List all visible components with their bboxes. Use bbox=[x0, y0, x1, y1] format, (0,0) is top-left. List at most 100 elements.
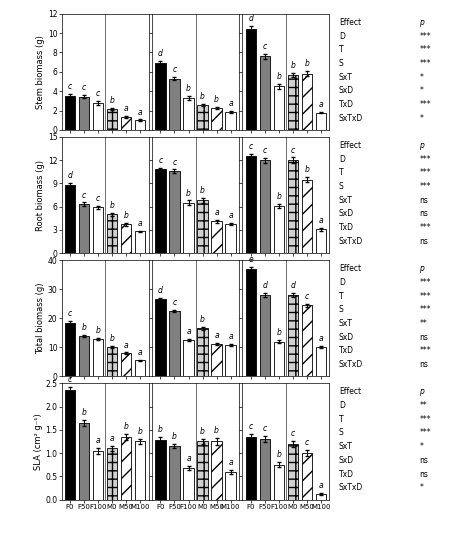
Text: b: b bbox=[186, 84, 191, 93]
Text: c: c bbox=[249, 422, 253, 430]
Bar bbox=[169, 311, 180, 377]
Text: ***: *** bbox=[419, 100, 431, 109]
Text: b: b bbox=[124, 422, 128, 431]
Text: *: * bbox=[419, 442, 423, 451]
Text: D: D bbox=[339, 278, 345, 287]
Text: b: b bbox=[109, 96, 115, 105]
Text: SxT: SxT bbox=[339, 319, 353, 328]
Text: a: a bbox=[138, 348, 143, 357]
Text: T: T bbox=[339, 292, 344, 301]
Text: ns: ns bbox=[419, 469, 428, 479]
Text: c: c bbox=[173, 158, 177, 166]
Text: a: a bbox=[319, 481, 323, 490]
Bar bbox=[135, 441, 146, 500]
Text: a: a bbox=[110, 434, 114, 443]
Bar bbox=[121, 225, 131, 253]
Text: TxD: TxD bbox=[339, 469, 354, 479]
Text: S: S bbox=[339, 305, 344, 314]
Bar bbox=[183, 468, 194, 500]
Text: SxTxD: SxTxD bbox=[339, 360, 363, 369]
Text: d: d bbox=[248, 14, 253, 24]
Bar bbox=[302, 305, 312, 377]
Bar bbox=[260, 295, 270, 377]
Bar bbox=[260, 160, 270, 253]
Text: T: T bbox=[339, 415, 344, 424]
Bar bbox=[107, 215, 118, 253]
Text: Effect: Effect bbox=[339, 18, 361, 27]
Text: c: c bbox=[96, 194, 100, 203]
Bar bbox=[211, 221, 222, 253]
Text: D: D bbox=[339, 401, 345, 410]
Text: ***: *** bbox=[419, 428, 431, 438]
Bar bbox=[65, 323, 75, 377]
Bar bbox=[316, 347, 326, 377]
Text: d: d bbox=[291, 282, 295, 290]
Text: a: a bbox=[138, 108, 143, 116]
Bar bbox=[260, 57, 270, 130]
Bar bbox=[155, 440, 166, 500]
Text: ***: *** bbox=[419, 45, 431, 54]
Text: SxTxD: SxTxD bbox=[339, 114, 363, 122]
Text: ***: *** bbox=[419, 415, 431, 424]
Text: TxD: TxD bbox=[339, 346, 354, 355]
Text: c: c bbox=[305, 438, 309, 447]
Text: b: b bbox=[109, 334, 115, 343]
Text: p: p bbox=[419, 264, 424, 273]
Text: b: b bbox=[96, 326, 100, 335]
Text: *: * bbox=[419, 114, 423, 122]
Text: a: a bbox=[124, 104, 128, 114]
Text: d: d bbox=[158, 285, 163, 295]
Bar bbox=[211, 108, 222, 130]
Text: ***: *** bbox=[419, 155, 431, 164]
Bar bbox=[197, 328, 208, 377]
Bar bbox=[93, 208, 103, 253]
Text: c: c bbox=[173, 298, 177, 307]
Text: b: b bbox=[276, 72, 282, 81]
Bar bbox=[65, 96, 75, 130]
Text: SxT: SxT bbox=[339, 72, 353, 82]
Bar bbox=[211, 441, 222, 500]
Bar bbox=[169, 79, 180, 130]
Bar bbox=[316, 229, 326, 253]
Text: **: ** bbox=[419, 401, 427, 410]
Text: d: d bbox=[158, 49, 163, 58]
Text: S: S bbox=[339, 182, 344, 191]
Text: SxTxD: SxTxD bbox=[339, 483, 363, 492]
Text: b: b bbox=[200, 186, 205, 195]
Text: Effect: Effect bbox=[339, 141, 361, 150]
Text: d: d bbox=[68, 171, 73, 180]
Text: ***: *** bbox=[419, 31, 431, 41]
Bar bbox=[260, 439, 270, 500]
Text: a: a bbox=[228, 332, 233, 341]
Text: ***: *** bbox=[419, 305, 431, 314]
Text: a: a bbox=[319, 334, 323, 343]
Y-axis label: Total biomass (g): Total biomass (g) bbox=[36, 283, 45, 354]
Text: D: D bbox=[339, 31, 345, 41]
Text: a: a bbox=[228, 211, 233, 220]
Text: b: b bbox=[82, 408, 86, 417]
Text: **: ** bbox=[419, 319, 427, 328]
Text: Effect: Effect bbox=[339, 388, 361, 396]
Bar bbox=[246, 156, 256, 253]
Bar bbox=[273, 341, 284, 377]
Bar bbox=[155, 299, 166, 377]
Text: ***: *** bbox=[419, 223, 431, 232]
Text: TxD: TxD bbox=[339, 223, 354, 232]
Bar bbox=[288, 295, 298, 377]
Text: b: b bbox=[124, 211, 128, 221]
Bar bbox=[155, 170, 166, 253]
Text: p: p bbox=[419, 18, 424, 27]
Text: d: d bbox=[263, 282, 267, 290]
Text: a: a bbox=[186, 327, 191, 336]
Bar bbox=[121, 353, 131, 377]
Text: c: c bbox=[249, 142, 253, 151]
Text: ***: *** bbox=[419, 182, 431, 191]
Bar bbox=[273, 86, 284, 130]
Text: c: c bbox=[263, 146, 267, 155]
Text: SxD: SxD bbox=[339, 333, 354, 341]
Bar bbox=[225, 345, 236, 377]
Text: b: b bbox=[109, 201, 115, 210]
Text: b: b bbox=[138, 427, 143, 436]
Text: b: b bbox=[305, 165, 310, 174]
Text: b: b bbox=[276, 192, 282, 201]
